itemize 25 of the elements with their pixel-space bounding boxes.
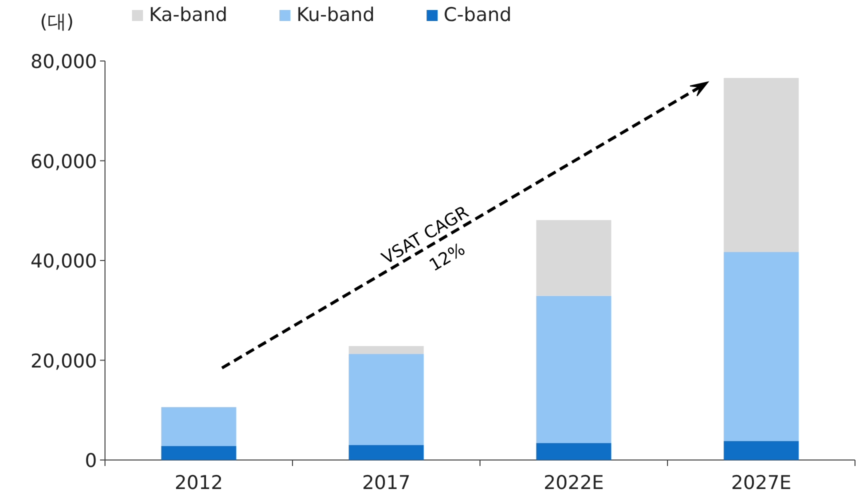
y-tick-label: 40,000 <box>30 250 97 272</box>
x-tick-label: 2017 <box>362 472 410 494</box>
bar <box>536 443 612 460</box>
legend-label: C-band <box>444 4 512 26</box>
bar <box>724 252 799 442</box>
legend-label: Ka-band <box>149 4 228 26</box>
bar <box>348 346 424 354</box>
bar <box>348 445 424 460</box>
annotation: 12% <box>426 239 469 276</box>
bar <box>161 407 236 446</box>
x-tick-label: 2012 <box>174 472 223 494</box>
bar <box>161 446 236 460</box>
bar <box>348 354 424 446</box>
legend-label: Ku-band <box>296 4 375 26</box>
x-tick-label: 2027E <box>731 472 792 494</box>
y-tick-label: 60,000 <box>30 150 97 173</box>
y-tick-label: 80,000 <box>30 51 97 73</box>
bar <box>536 220 612 296</box>
y-tick-label: 20,000 <box>30 350 97 372</box>
y-tick-label: 0 <box>84 450 97 472</box>
bar <box>724 441 799 460</box>
bar <box>724 78 799 252</box>
bar <box>536 296 612 444</box>
x-tick-label: 2022E <box>544 472 604 494</box>
y-axis-title: (대) <box>40 11 74 33</box>
